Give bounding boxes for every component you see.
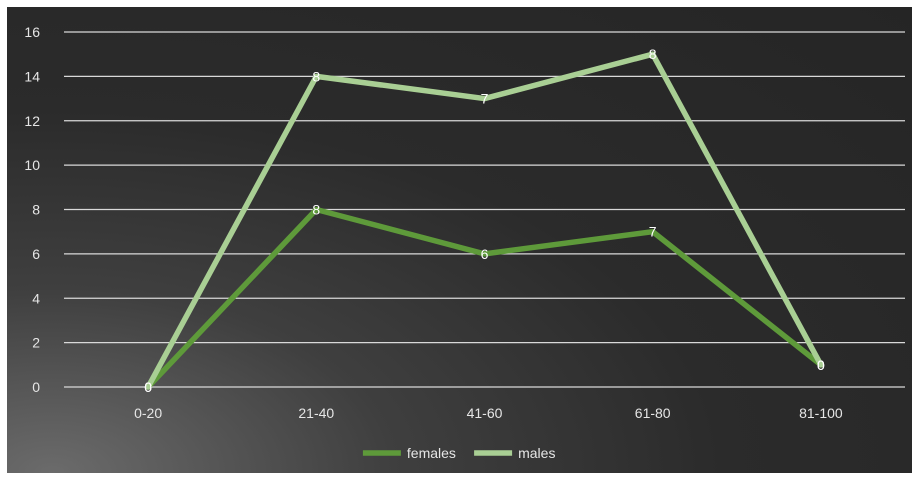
y-tick-label: 6	[32, 246, 40, 262]
y-tick-label: 12	[24, 113, 40, 129]
y-tick-label: 8	[32, 202, 40, 218]
line-chart: 0 2 4 6 8 10 12 14 16 0-20 21-40 41-60 61-80 81-100 0 8…	[24, 24, 905, 461]
data-label-males: 7	[481, 91, 489, 107]
x-tick-label: 21-40	[298, 405, 334, 421]
x-tick-label: 41-60	[467, 405, 503, 421]
data-label-females: 0	[144, 379, 152, 395]
data-label-males: 0	[144, 379, 152, 395]
data-label-females: 7	[649, 224, 657, 240]
chart-area: 0 2 4 6 8 10 12 14 16 0-20 21-40 41-60 61-80 81-100 0 8…	[7, 7, 912, 473]
data-label-females: 0	[817, 357, 825, 373]
data-label-females: 6	[481, 246, 489, 262]
series-line-females	[145, 206, 824, 390]
data-label-males: 8	[649, 46, 657, 62]
x-tick-label: 61-80	[635, 405, 671, 421]
data-label-females: 8	[312, 202, 320, 218]
y-tick-label: 14	[24, 68, 40, 84]
y-tick-label: 4	[32, 290, 40, 306]
y-tick-label: 10	[24, 157, 40, 173]
x-tick-label: 81-100	[799, 405, 843, 421]
y-tick-label: 16	[24, 24, 40, 40]
y-tick-label: 0	[32, 379, 40, 395]
x-tick-label: 0-20	[134, 405, 162, 421]
series-line-males	[145, 51, 824, 390]
data-label-males: 0	[817, 357, 825, 373]
legend-label-females: females	[407, 445, 456, 461]
y-tick-label: 2	[32, 335, 40, 351]
legend-label-males: males	[518, 445, 555, 461]
data-label-males: 8	[312, 68, 320, 84]
